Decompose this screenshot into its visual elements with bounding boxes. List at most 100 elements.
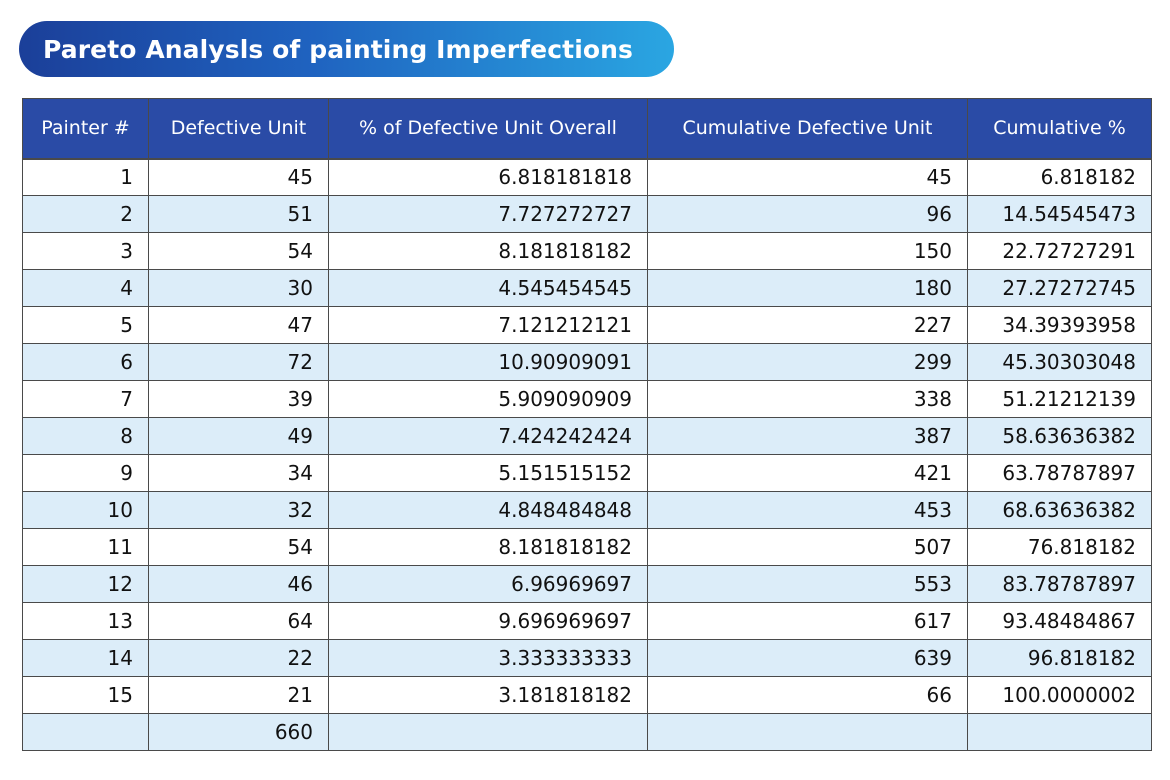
cell-cumulative-defective-unit: 421: [647, 454, 968, 492]
table-row: 4 30 4.545454545 180 27.27272745: [22, 269, 1152, 307]
cell-percent-defective-overall: 8.181818182: [328, 528, 648, 566]
cell-cumulative-defective-unit: 227: [647, 306, 968, 344]
cell-cumulative-defective-unit: 180: [647, 269, 968, 307]
cell-painter-number: 4: [22, 269, 149, 307]
cell-painter-number: 5: [22, 306, 149, 344]
cell-painter-number: 12: [22, 565, 149, 603]
cell-defective-unit: 51: [148, 195, 329, 233]
cell-cumulative-percent: 34.39393958: [967, 306, 1152, 344]
cell-painter-number: 8: [22, 417, 149, 455]
cell-cumulative-defective-unit: 639: [647, 639, 968, 677]
cell-percent-defective-overall: 7.727272727: [328, 195, 648, 233]
cell-defective-unit: 32: [148, 491, 329, 529]
cell-percent-defective-overall: 5.909090909: [328, 380, 648, 418]
cell-cumulative-defective-unit: 387: [647, 417, 968, 455]
cell-cumulative-defective-unit: 96: [647, 195, 968, 233]
header-defective-unit: Defective Unit: [148, 98, 329, 159]
cell-percent-defective-overall: 4.848484848: [328, 491, 648, 529]
cell-percent-defective-overall: 5.151515152: [328, 454, 648, 492]
cell-cumulative-defective-unit: 45: [647, 157, 968, 196]
cell-percent-defective-overall: 6.96969697: [328, 565, 648, 603]
total-row: 660: [22, 713, 1152, 751]
cell-cumulative-defective-unit: 66: [647, 676, 968, 714]
table-row: 3 54 8.181818182 150 22.72727291: [22, 232, 1152, 270]
cell-cumulative-defective-unit: [647, 713, 968, 751]
cell-percent-defective-overall: 3.333333333: [328, 639, 648, 677]
header-cumulative-percent: Cumulative %: [967, 98, 1152, 159]
cell-painter-number: 2: [22, 195, 149, 233]
cell-painter-number: 14: [22, 639, 149, 677]
cell-painter-number: [22, 713, 149, 751]
cell-cumulative-percent: [967, 713, 1152, 751]
table-row: 2 51 7.727272727 96 14.54545473: [22, 195, 1152, 233]
table-body: 1 45 6.818181818 45 6.818182 2 51 7.727272727 96…: [22, 157, 1152, 751]
cell-percent-defective-overall: 6.818181818: [328, 157, 648, 196]
cell-percent-defective-overall: [328, 713, 648, 751]
cell-painter-number: 10: [22, 491, 149, 529]
header-row: Painter # Defective Unit % of Defective …: [22, 98, 1152, 159]
table-row: 8 49 7.424242424 387 58.63636382: [22, 417, 1152, 455]
cell-cumulative-percent: 27.27272745: [967, 269, 1152, 307]
cell-painter-number: 3: [22, 232, 149, 270]
cell-cumulative-percent: 68.63636382: [967, 491, 1152, 529]
cell-defective-unit: 45: [148, 157, 329, 196]
table-row: 14 22 3.333333333 639 96.818182: [22, 639, 1152, 677]
cell-cumulative-percent: 58.63636382: [967, 417, 1152, 455]
cell-cumulative-percent: 100.0000002: [967, 676, 1152, 714]
cell-cumulative-defective-unit: 453: [647, 491, 968, 529]
table-row: 12 46 6.96969697 553 83.78787897: [22, 565, 1152, 603]
cell-cumulative-percent: 22.72727291: [967, 232, 1152, 270]
cell-defective-unit: 49: [148, 417, 329, 455]
page-title: Pareto Analysls of painting Imperfection…: [19, 21, 674, 77]
cell-defective-unit: 54: [148, 528, 329, 566]
cell-defective-unit: 660: [148, 713, 329, 751]
table-row: 10 32 4.848484848 453 68.63636382: [22, 491, 1152, 529]
header-painter-number: Painter #: [22, 98, 149, 159]
cell-cumulative-percent: 93.48484867: [967, 602, 1152, 640]
cell-painter-number: 1: [22, 157, 149, 196]
cell-painter-number: 11: [22, 528, 149, 566]
table-header: Painter # Defective Unit % of Defective …: [22, 98, 1152, 159]
cell-cumulative-percent: 6.818182: [967, 157, 1152, 196]
cell-percent-defective-overall: 8.181818182: [328, 232, 648, 270]
cell-cumulative-percent: 83.78787897: [967, 565, 1152, 603]
table-row: 7 39 5.909090909 338 51.21212139: [22, 380, 1152, 418]
cell-defective-unit: 30: [148, 269, 329, 307]
cell-defective-unit: 47: [148, 306, 329, 344]
cell-cumulative-percent: 45.30303048: [967, 343, 1152, 381]
cell-defective-unit: 39: [148, 380, 329, 418]
cell-percent-defective-overall: 4.545454545: [328, 269, 648, 307]
cell-painter-number: 13: [22, 602, 149, 640]
cell-painter-number: 15: [22, 676, 149, 714]
cell-defective-unit: 64: [148, 602, 329, 640]
cell-defective-unit: 22: [148, 639, 329, 677]
cell-painter-number: 9: [22, 454, 149, 492]
cell-percent-defective-overall: 10.90909091: [328, 343, 648, 381]
cell-percent-defective-overall: 3.181818182: [328, 676, 648, 714]
cell-cumulative-defective-unit: 338: [647, 380, 968, 418]
cell-cumulative-percent: 51.21212139: [967, 380, 1152, 418]
table-row: 9 34 5.151515152 421 63.78787897: [22, 454, 1152, 492]
cell-cumulative-defective-unit: 150: [647, 232, 968, 270]
cell-cumulative-defective-unit: 617: [647, 602, 968, 640]
cell-defective-unit: 34: [148, 454, 329, 492]
cell-defective-unit: 46: [148, 565, 329, 603]
cell-cumulative-percent: 96.818182: [967, 639, 1152, 677]
cell-painter-number: 6: [22, 343, 149, 381]
table-row: 1 45 6.818181818 45 6.818182: [22, 157, 1152, 196]
pareto-table: Painter # Defective Unit % of Defective …: [22, 98, 1152, 751]
cell-cumulative-percent: 76.818182: [967, 528, 1152, 566]
table-row: 13 64 9.696969697 617 93.48484867: [22, 602, 1152, 640]
cell-percent-defective-overall: 7.121212121: [328, 306, 648, 344]
table-row: 15 21 3.181818182 66 100.0000002: [22, 676, 1152, 714]
table-row: 6 72 10.90909091 299 45.30303048: [22, 343, 1152, 381]
cell-defective-unit: 21: [148, 676, 329, 714]
cell-cumulative-defective-unit: 553: [647, 565, 968, 603]
cell-percent-defective-overall: 7.424242424: [328, 417, 648, 455]
table-row: 5 47 7.121212121 227 34.39393958: [22, 306, 1152, 344]
table-row: 11 54 8.181818182 507 76.818182: [22, 528, 1152, 566]
cell-cumulative-defective-unit: 299: [647, 343, 968, 381]
cell-painter-number: 7: [22, 380, 149, 418]
cell-cumulative-percent: 14.54545473: [967, 195, 1152, 233]
cell-percent-defective-overall: 9.696969697: [328, 602, 648, 640]
